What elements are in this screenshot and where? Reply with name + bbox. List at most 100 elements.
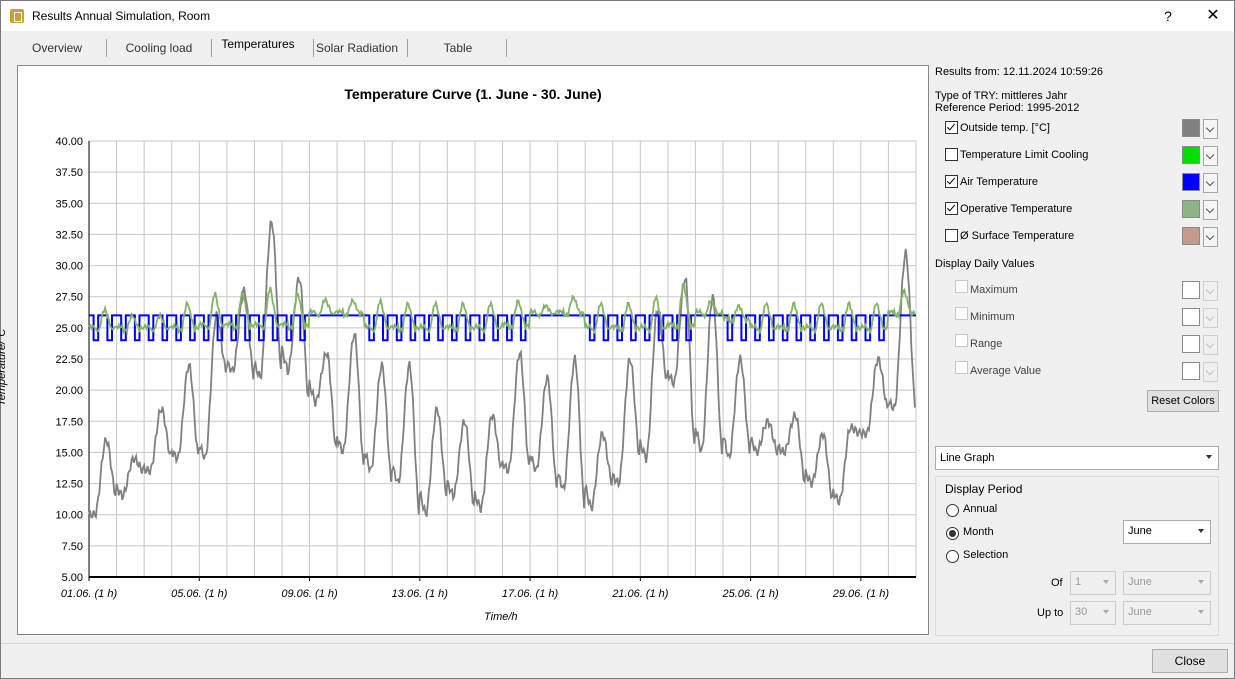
series-checkbox[interactable] bbox=[945, 202, 958, 215]
graph-type-select[interactable]: Line Graph bbox=[935, 446, 1219, 470]
tab-table[interactable]: Table bbox=[443, 41, 473, 55]
chart-area: Temperature Curve (1. June - 30. June) T… bbox=[0, 65, 929, 635]
window-title: Results Annual Simulation, Room bbox=[32, 9, 211, 23]
month-select[interactable]: June bbox=[1123, 520, 1211, 544]
daily-value-checkbox[interactable] bbox=[955, 361, 968, 374]
results-from-text: Results from: 12.11.2024 10:59:26 bbox=[935, 66, 1103, 78]
chevron-down-icon bbox=[1203, 146, 1218, 166]
graph-type-value: Line Graph bbox=[940, 452, 995, 464]
close-button[interactable]: Close bbox=[1152, 649, 1228, 673]
x-tick-label: 17.06. (1 h) bbox=[502, 588, 559, 600]
color-picker-button[interactable] bbox=[1182, 146, 1218, 166]
tab-cooling-load[interactable]: Cooling load bbox=[125, 41, 193, 55]
chevron-down-icon bbox=[1203, 362, 1218, 382]
selection-radio[interactable] bbox=[946, 550, 959, 563]
y-tick-label: 15.00 bbox=[55, 447, 83, 459]
selection-label: Selection bbox=[963, 549, 1009, 561]
color-picker-button[interactable] bbox=[1182, 119, 1218, 139]
chevron-down-icon bbox=[1198, 529, 1204, 533]
tab-divider bbox=[506, 39, 507, 57]
upto-day-select[interactable]: 30 bbox=[1070, 601, 1116, 625]
upto-day-value: 30 bbox=[1075, 606, 1088, 618]
series-checkbox[interactable] bbox=[945, 175, 958, 188]
reset-colors-button[interactable]: Reset Colors bbox=[1147, 390, 1219, 412]
temperature-chart[interactable]: 40.00 37.50 35.00 32.50 30.00 27.50 25.00 22.50… bbox=[18, 66, 928, 634]
daily-value-checkbox[interactable] bbox=[955, 334, 968, 347]
series-checkbox[interactable] bbox=[945, 121, 958, 134]
y-tick-label: 35.00 bbox=[55, 198, 83, 210]
series-checkbox[interactable] bbox=[945, 148, 958, 161]
daily-value-label: Minimum bbox=[970, 311, 1015, 323]
reference-period-text: Reference Period: 1995-2012 bbox=[935, 102, 1080, 114]
color-picker-button[interactable] bbox=[1182, 281, 1218, 301]
daily-value-checkbox[interactable] bbox=[955, 280, 968, 293]
annual-radio[interactable] bbox=[946, 504, 959, 517]
tab-solar-radiation[interactable]: Solar Radiation bbox=[315, 41, 399, 55]
color-picker-button[interactable] bbox=[1182, 362, 1218, 382]
of-day-value: 1 bbox=[1075, 576, 1082, 588]
chevron-down-icon bbox=[1103, 580, 1109, 584]
chevron-down-icon bbox=[1198, 610, 1204, 614]
color-swatch bbox=[1182, 308, 1200, 326]
color-picker-button[interactable] bbox=[1182, 227, 1218, 247]
daily-value-checkbox[interactable] bbox=[955, 307, 968, 320]
y-tick-label: 12.50 bbox=[55, 479, 83, 491]
chevron-down-icon bbox=[1203, 200, 1218, 220]
y-tick-label: 20.00 bbox=[55, 385, 83, 397]
color-picker-button[interactable] bbox=[1182, 200, 1218, 220]
chevron-down-icon bbox=[1198, 580, 1204, 584]
daily-value-label: Maximum bbox=[970, 284, 1018, 296]
display-period-group: Display Period Annual Month Selection Ju… bbox=[935, 476, 1219, 636]
footer-divider bbox=[1, 643, 1234, 644]
daily-value-label: Range bbox=[970, 338, 1003, 350]
chart-title: Temperature Curve (1. June - 30. June) bbox=[344, 86, 602, 102]
daily-values-heading: Display Daily Values bbox=[935, 258, 1035, 270]
color-picker-button[interactable] bbox=[1182, 308, 1218, 328]
month-select-value: June bbox=[1128, 525, 1152, 537]
chevron-down-icon bbox=[1203, 173, 1218, 193]
color-swatch bbox=[1182, 173, 1200, 191]
color-picker-button[interactable] bbox=[1182, 335, 1218, 355]
y-tick-label: 22.50 bbox=[55, 354, 83, 366]
y-tick-label: 7.50 bbox=[62, 541, 83, 553]
series-option-label: Outside temp. [°C] bbox=[960, 122, 1050, 134]
y-tick-label: 32.50 bbox=[55, 229, 83, 241]
y-tick-label: 17.50 bbox=[55, 416, 83, 428]
month-label: Month bbox=[963, 526, 994, 538]
chevron-down-icon bbox=[1203, 335, 1218, 355]
series-checkbox[interactable] bbox=[945, 229, 958, 242]
tab-overview[interactable]: Overview bbox=[31, 41, 82, 55]
of-month-select[interactable]: June bbox=[1123, 571, 1211, 595]
upto-label: Up to bbox=[1037, 607, 1064, 619]
annual-label: Annual bbox=[963, 503, 998, 515]
app-icon bbox=[10, 9, 24, 23]
x-tick-label: 09.06. (1 h) bbox=[281, 588, 338, 600]
month-radio[interactable] bbox=[946, 527, 959, 540]
chevron-down-icon bbox=[1203, 227, 1218, 247]
of-day-select[interactable]: 1 bbox=[1070, 571, 1116, 595]
y-tick-label: 30.00 bbox=[55, 261, 83, 273]
x-tick-label: 21.06. (1 h) bbox=[611, 588, 669, 600]
options-panel: Results from: 12.11.2024 10:59:26 Type o… bbox=[929, 58, 1229, 643]
display-period-heading: Display Period bbox=[945, 482, 1023, 496]
x-tick-label: 01.06. (1 h) bbox=[61, 588, 118, 600]
tab-temperatures[interactable]: Temperatures bbox=[221, 37, 295, 51]
series-outside-temp-line bbox=[88, 220, 916, 520]
color-swatch bbox=[1182, 227, 1200, 245]
y-tick-label: 27.50 bbox=[55, 292, 83, 304]
color-swatch bbox=[1182, 146, 1200, 164]
chevron-down-icon bbox=[1203, 119, 1218, 139]
tab-divider bbox=[106, 39, 107, 57]
x-tick-label: 29.06. (1 h) bbox=[832, 588, 890, 600]
tab-divider bbox=[407, 39, 408, 57]
try-type-text: Type of TRY: mittleres Jahr bbox=[935, 90, 1068, 102]
series-option-label: Operative Temperature bbox=[960, 203, 1073, 215]
daily-value-label: Average Value bbox=[970, 365, 1042, 377]
color-picker-button[interactable] bbox=[1182, 173, 1218, 193]
upto-month-select[interactable]: June bbox=[1123, 601, 1211, 625]
close-window-icon[interactable]: ✕ bbox=[1206, 7, 1220, 24]
help-button[interactable]: ? bbox=[1164, 8, 1172, 24]
title-bar: Results Annual Simulation, Room ? ✕ bbox=[1, 1, 1234, 31]
series-operative-temperature-line bbox=[88, 282, 916, 336]
